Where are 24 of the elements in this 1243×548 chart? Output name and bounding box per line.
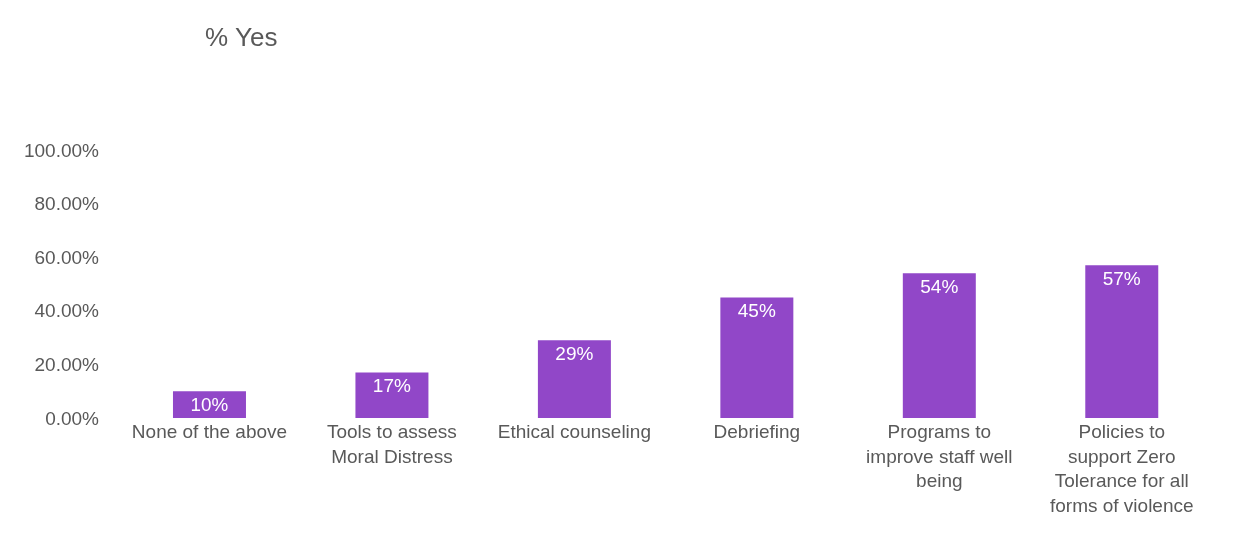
x-tick-label: Policies to support Zero Tolerance for all forms of violence xyxy=(1049,421,1194,517)
data-label: 54% xyxy=(920,276,959,298)
bar xyxy=(1085,265,1159,418)
bar xyxy=(355,372,429,418)
x-tick-label: None of the above xyxy=(131,421,288,442)
x-tick-label: Ethical counseling xyxy=(497,421,651,442)
y-tick-label: 20.00% xyxy=(34,354,100,376)
y-tick-label: 0.00% xyxy=(45,407,100,429)
data-label: 29% xyxy=(555,343,594,365)
x-tick-label: Debriefing xyxy=(713,421,801,442)
data-label: 57% xyxy=(1102,268,1141,290)
data-label: 45% xyxy=(737,300,776,322)
x-tick-label: Tools to assess Moral Distress xyxy=(326,421,457,467)
data-label: 10% xyxy=(190,394,229,416)
y-tick-label: 80.00% xyxy=(34,193,100,215)
bar xyxy=(720,297,794,418)
y-tick-label: 60.00% xyxy=(34,246,100,268)
bar xyxy=(902,273,976,418)
y-tick-label: 40.00% xyxy=(34,300,100,322)
x-tick-label: Programs to improve staff well being xyxy=(866,421,1013,492)
y-tick-label: 100.00% xyxy=(23,139,100,161)
bar xyxy=(537,340,611,418)
data-label: 17% xyxy=(372,375,411,397)
chart-title: % Yes xyxy=(205,21,278,52)
